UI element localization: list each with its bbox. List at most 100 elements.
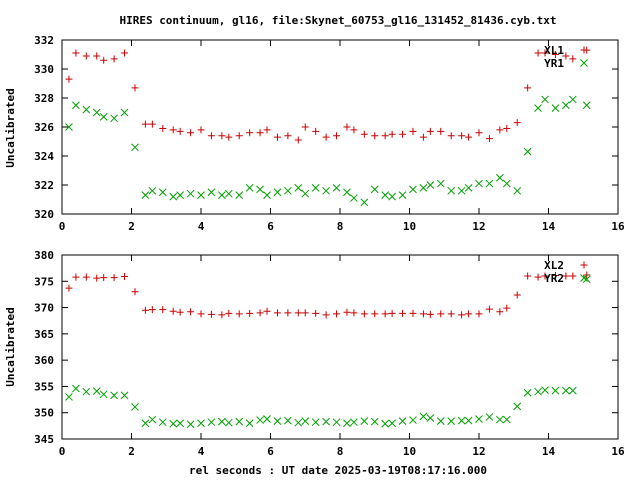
panel-2-y-axis-label: Uncalibrated bbox=[4, 307, 17, 386]
panel-1-x-tick-label: 8 bbox=[337, 220, 344, 233]
panel-2-xl2-point bbox=[371, 310, 379, 318]
panel-1-yr1-point bbox=[284, 186, 292, 195]
panel-1-yr1-point bbox=[485, 179, 494, 188]
panel-2-yr2-point bbox=[235, 417, 244, 426]
panel-1-yr1-point bbox=[551, 104, 560, 113]
panel-2-yr2-point bbox=[207, 418, 216, 427]
panel-1-xl1-point bbox=[235, 132, 243, 140]
panel-1-yr1-point bbox=[273, 188, 282, 197]
panel-2-yr2-point bbox=[419, 412, 428, 421]
panel-2-xl2-point bbox=[148, 306, 156, 314]
panel-2-x-tick-label: 6 bbox=[267, 445, 274, 458]
chart-title: HIRES continuum, gl16, file:Skynet_60753… bbox=[119, 14, 556, 27]
panel-2-yr2-point bbox=[332, 418, 341, 427]
panel-1-yr1-point bbox=[388, 192, 396, 201]
panel-1-xl1-point bbox=[169, 126, 177, 134]
panel-2-yr2-point bbox=[148, 415, 157, 424]
panel-2-xl2-point bbox=[273, 309, 281, 317]
panel-1-yr1-point bbox=[419, 184, 428, 192]
panel-1-y-tick-label: 330 bbox=[34, 63, 54, 76]
x-axis-label: rel seconds : UT date 2025-03-19T08:17:1… bbox=[189, 464, 487, 477]
panel-1-xl1-point bbox=[409, 127, 417, 135]
panel-1-yr1-point bbox=[398, 191, 407, 200]
panel-1-xl1-point bbox=[360, 130, 368, 138]
panel-2-yr2-point bbox=[158, 418, 167, 427]
panel-2-xl2-point bbox=[187, 308, 195, 316]
panel-1-yr1-point bbox=[426, 181, 435, 189]
panel-1-yr1-point bbox=[235, 191, 244, 200]
panel-2-yr2-point bbox=[568, 386, 577, 395]
panel-1-x-tick-label: 2 bbox=[128, 220, 135, 233]
panel-2-yr2-point bbox=[92, 387, 101, 396]
panel-2-yr2-point bbox=[475, 415, 483, 423]
panel-1-xl1-point bbox=[301, 123, 309, 131]
panel-2-xl2-point bbox=[82, 273, 90, 281]
panel-2-yr2-point bbox=[72, 384, 80, 393]
panel-2-legend-label-yr2: YR2 bbox=[544, 272, 564, 285]
panel-2-yr2-point bbox=[322, 417, 330, 426]
panel-1-yr1-point bbox=[582, 101, 591, 110]
panel-1-yr1-point bbox=[568, 95, 577, 104]
panel-1-xl1-point bbox=[399, 130, 407, 138]
panel-1-yr1-point bbox=[120, 108, 129, 117]
panel-2-xl2-point bbox=[225, 309, 233, 317]
panel-1-yr1-point bbox=[197, 191, 205, 200]
panel-2-xl2-point bbox=[72, 273, 80, 281]
panel-2-yr2-point bbox=[256, 416, 264, 424]
panel-2-yr2-point bbox=[343, 419, 351, 428]
panel-1-legend-label-yr1: YR1 bbox=[544, 57, 564, 70]
panel-1-xl1-point bbox=[524, 84, 532, 92]
panel-1-xl1-point bbox=[322, 133, 330, 141]
panel-1-yr1-point bbox=[245, 184, 254, 192]
panel-1-yr1-point bbox=[464, 184, 473, 192]
panel-1-yr1-point bbox=[562, 101, 570, 110]
panel-1-yr1-point bbox=[256, 185, 264, 194]
panel-2-yr2-point bbox=[381, 419, 390, 428]
panel-1-y-tick-label: 322 bbox=[34, 179, 54, 192]
panel-1-yr1-point bbox=[99, 112, 108, 121]
panel-1-yr1-point bbox=[131, 143, 139, 152]
panel-2-xl2-point bbox=[93, 274, 101, 282]
panel-2-xl2-point bbox=[110, 274, 118, 282]
panel-2-x-tick-label: 8 bbox=[337, 445, 344, 458]
panel-2-yr2-point bbox=[485, 413, 494, 421]
panel-2-xl2-point bbox=[541, 272, 549, 280]
panel-1-xl1-point bbox=[256, 129, 264, 137]
panel-2-xl2-point bbox=[141, 306, 149, 314]
panel-2-yr2-point bbox=[284, 416, 292, 425]
panel-2-xl2-point bbox=[100, 274, 108, 282]
panel-2-yr2-point bbox=[464, 416, 473, 425]
panel-2-yr2-point bbox=[447, 417, 456, 425]
panel-1-yr1-point bbox=[217, 191, 226, 200]
panel-2-yr2-point bbox=[294, 418, 303, 427]
panel-2-legend-label-xl2: XL2 bbox=[544, 259, 564, 272]
panel-1-yr1-point bbox=[72, 101, 80, 110]
panel-2-xl2-point bbox=[343, 308, 351, 316]
panel-2-y-tick-label: 360 bbox=[34, 354, 54, 367]
panel-1-xl1-point bbox=[534, 49, 542, 57]
panel-1-y-tick-label: 332 bbox=[34, 34, 54, 47]
panel-1-yr1-point bbox=[224, 189, 233, 198]
panel-2-xl2-point bbox=[399, 309, 407, 317]
panel-1-xl1-point bbox=[197, 126, 205, 134]
panel-2-xl2-point bbox=[284, 309, 292, 317]
panel-1-xl1-point bbox=[207, 132, 215, 140]
panel-1-xl1-point bbox=[513, 119, 521, 127]
panel-2-yr2-point bbox=[534, 387, 542, 396]
panel-2-xl2-point bbox=[409, 309, 417, 317]
panel-1-yr1-point bbox=[541, 95, 549, 104]
panel-1-xl1-point bbox=[465, 133, 473, 141]
panel-2-x-tick-label: 12 bbox=[472, 445, 485, 458]
panel-1-yr1-point bbox=[381, 191, 390, 200]
panel-1-xl1-point bbox=[187, 129, 195, 137]
panel-2-yr2-point bbox=[131, 403, 139, 411]
panel-2-yr2-point bbox=[398, 417, 407, 425]
panel-1-xl1-point bbox=[371, 132, 379, 140]
panel-1-xl1-point bbox=[294, 136, 302, 144]
panel-2-yr2-point bbox=[273, 417, 282, 425]
panel-2-xl2-point bbox=[256, 309, 264, 317]
panel-2-y-tick-label: 380 bbox=[34, 249, 54, 262]
panel-2-yr2-point bbox=[169, 419, 178, 428]
